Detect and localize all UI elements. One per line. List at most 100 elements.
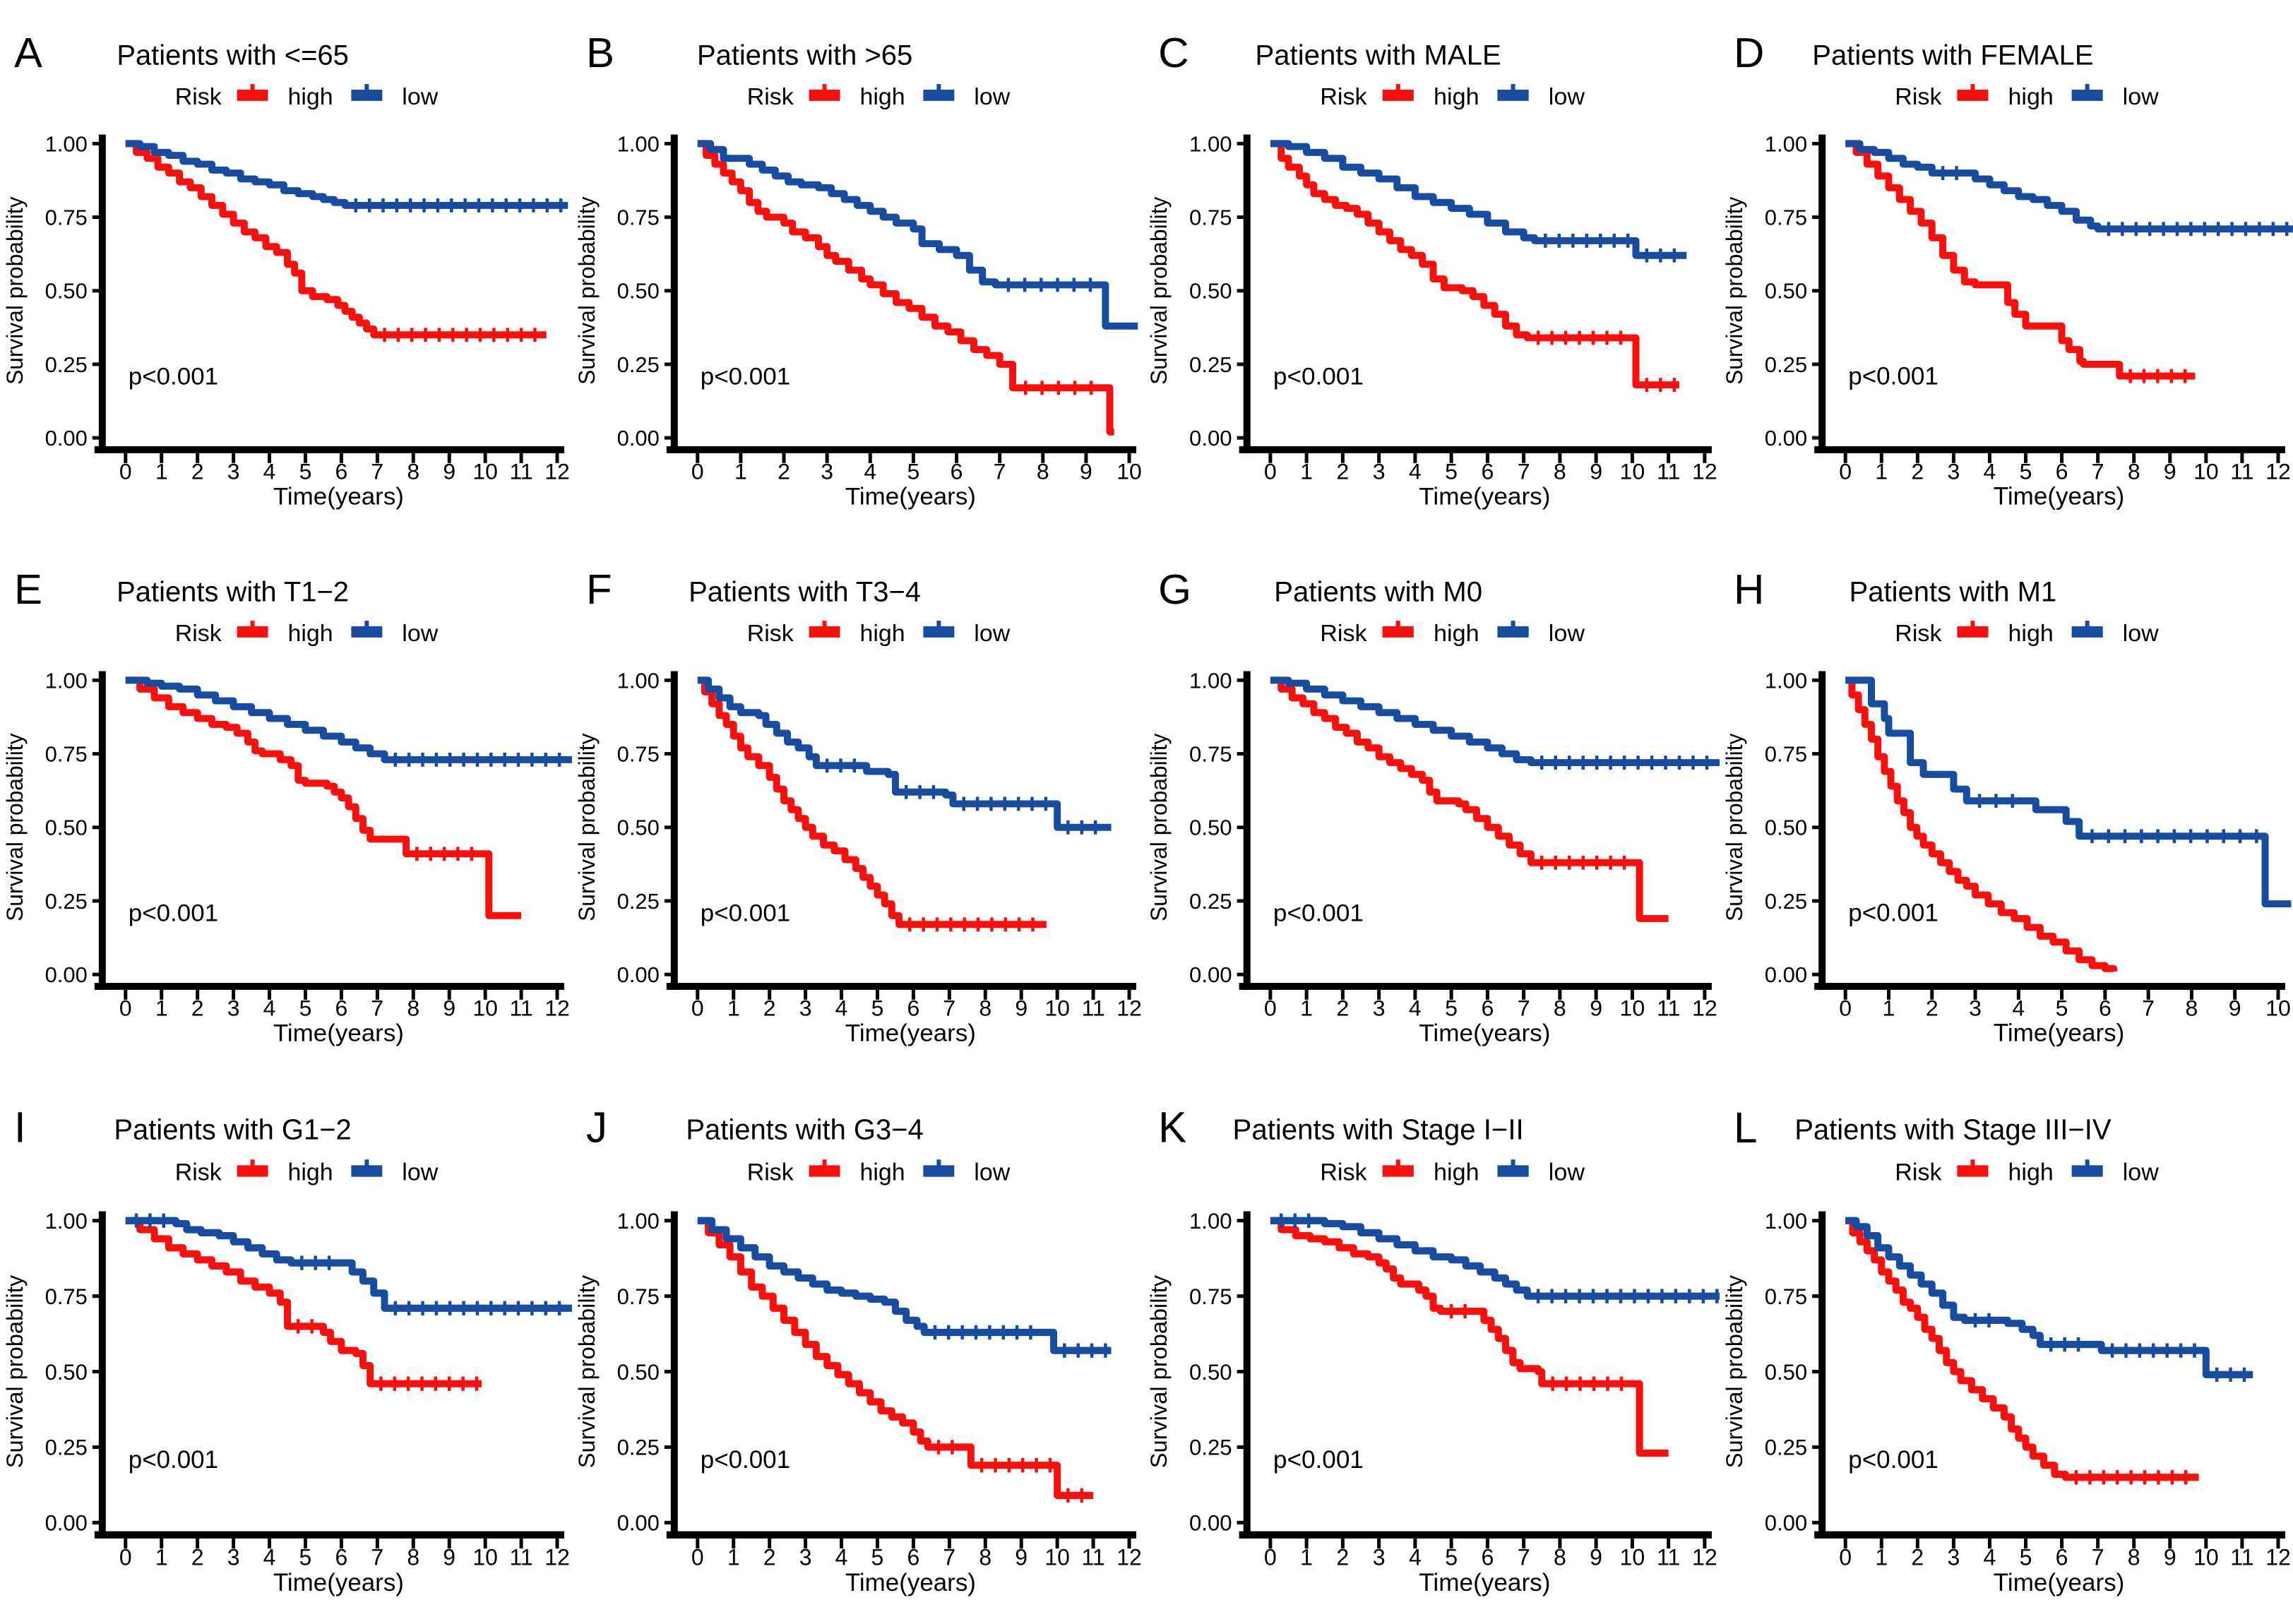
x-tick-label: 3 — [1969, 996, 1982, 1021]
panel-letter: I — [14, 1103, 26, 1152]
x-tick-label: 10 — [1044, 1544, 1070, 1570]
y-tick-label: 1.00 — [45, 1209, 88, 1234]
km-curve-high — [1845, 676, 2118, 972]
legend-label-high: high — [1434, 83, 1479, 110]
km-panel-H: H Patients with M1 Risk high low Survival pro… — [1720, 537, 2293, 1073]
x-tick-label: 10 — [2193, 459, 2219, 484]
km-curve-high — [125, 676, 522, 919]
y-axis-title: Survival probability — [1722, 197, 1747, 385]
y-tick-label: 0.25 — [45, 352, 88, 377]
x-tick-label: 4 — [835, 996, 848, 1021]
x-tick-label: 7 — [2092, 1544, 2104, 1570]
legend-marker-high-icon — [1382, 89, 1414, 101]
p-value-label: p<0.001 — [1273, 363, 1364, 390]
x-tick-label: 8 — [979, 1544, 991, 1570]
x-tick-label: 9 — [1590, 459, 1602, 484]
x-axis-title: Time(years) — [1994, 483, 2125, 511]
panel-title: Patients with G1−2 — [114, 1113, 351, 1145]
y-tick-label: 0.75 — [1189, 1284, 1232, 1309]
legend-marker-high-tick-icon — [250, 621, 255, 628]
x-tick-label: 4 — [864, 459, 876, 484]
legend-marker-low-icon — [2071, 1165, 2103, 1177]
x-tick-label: 12 — [2265, 1544, 2291, 1570]
x-tick-label: 10 — [2193, 1544, 2219, 1570]
y-tick-label: 0.25 — [1765, 889, 1807, 914]
x-tick-label: 11 — [510, 459, 533, 484]
legend-marker-high-icon — [809, 89, 840, 101]
legend-label-low: low — [2123, 620, 2160, 647]
km-chart-J: J Patients with G3−4 Risk high low Survival p… — [574, 1103, 1142, 1596]
x-tick-label: 11 — [1082, 1544, 1105, 1570]
y-axis-title: Survival probability — [2, 733, 28, 921]
x-tick-label: 0 — [691, 459, 704, 484]
x-tick-label: 1 — [155, 996, 168, 1021]
p-value-label: p<0.001 — [1848, 1446, 1938, 1474]
km-panel-C: C Patients with MALE Risk high low Survival p… — [1144, 0, 1720, 537]
y-tick-label: 0.50 — [617, 279, 660, 304]
legend-marker-low-tick-icon — [936, 84, 941, 91]
km-curve-low — [697, 676, 1112, 831]
p-value-label: p<0.001 — [1848, 363, 1938, 390]
km-chart-E: E Patients with T1−2 Risk high low Survival p… — [2, 566, 572, 1046]
y-tick-label: 1.00 — [617, 1209, 660, 1234]
x-tick-label: 8 — [1554, 1544, 1566, 1570]
y-tick-label: 1.00 — [45, 668, 88, 693]
y-tick-label: 0.25 — [1189, 889, 1232, 914]
x-tick-label: 4 — [263, 459, 276, 484]
legend-marker-high-tick-icon — [1970, 84, 1975, 91]
km-chart-I: I Patients with G1−2 Risk high low Survival p… — [2, 1103, 572, 1596]
legend-label-low: low — [1549, 1159, 1585, 1186]
x-tick-label: 5 — [2020, 1544, 2032, 1570]
x-tick-label: 4 — [263, 1544, 276, 1570]
x-tick-label: 10 — [1044, 996, 1070, 1021]
km-panel-K: K Patients with Stage I−II Risk high low Surv… — [1144, 1073, 1720, 1624]
y-tick-label: 0.50 — [1765, 279, 1807, 304]
x-axis-title: Time(years) — [273, 482, 404, 510]
x-tick-label: 8 — [1554, 459, 1566, 484]
x-tick-label: 6 — [335, 996, 348, 1021]
y-tick-label: 0.75 — [1765, 205, 1807, 230]
panel-title: Patients with Stage III−IV — [1794, 1113, 2111, 1145]
y-tick-label: 0.25 — [617, 1435, 660, 1459]
x-tick-label: 12 — [544, 1544, 570, 1570]
km-curve-high — [1270, 676, 1669, 922]
x-tick-label: 5 — [299, 459, 312, 484]
legend-label-high: high — [2008, 1159, 2054, 1186]
y-tick-label: 0.50 — [1189, 1360, 1232, 1385]
x-tick-label: 5 — [1445, 459, 1458, 484]
y-axis-title: Survival probability — [1722, 734, 1747, 921]
x-tick-label: 1 — [1875, 1544, 1888, 1570]
panel-title: Patients with G3−4 — [686, 1113, 923, 1145]
x-tick-label: 1 — [1875, 459, 1888, 484]
x-tick-label: 12 — [1116, 1544, 1142, 1570]
x-tick-label: 1 — [727, 1544, 740, 1570]
x-tick-label: 3 — [821, 459, 833, 484]
x-tick-label: 2 — [1336, 459, 1349, 484]
x-tick-label: 7 — [371, 996, 383, 1021]
x-tick-label: 10 — [2265, 996, 2291, 1021]
km-curve-high — [125, 1217, 482, 1387]
legend-marker-low-tick-icon — [1511, 84, 1515, 91]
y-tick-label: 0.00 — [1765, 426, 1807, 450]
km-curve-high — [697, 140, 1114, 436]
x-tick-label: 6 — [907, 996, 920, 1021]
legend-marker-low-icon — [923, 1165, 955, 1177]
y-tick-label: 0.00 — [45, 426, 88, 450]
legend-label-high: high — [287, 1159, 333, 1186]
x-tick-label: 7 — [943, 1544, 955, 1570]
x-tick-label: 3 — [227, 459, 240, 484]
y-tick-label: 1.00 — [1189, 668, 1232, 693]
x-tick-label: 6 — [2099, 996, 2112, 1021]
x-tick-label: 10 — [472, 459, 498, 484]
legend-label-low: low — [1549, 620, 1585, 647]
y-tick-label: 0.75 — [617, 742, 660, 767]
legend-marker-high-icon — [809, 626, 840, 638]
legend-marker-low-icon — [351, 89, 383, 101]
p-value-label: p<0.001 — [701, 363, 790, 390]
y-tick-label: 0.00 — [617, 962, 660, 987]
km-curve-high — [125, 140, 547, 339]
km-chart-F: F Patients with T3−4 Risk high low Survival p… — [574, 566, 1142, 1046]
x-tick-label: 0 — [1264, 459, 1277, 484]
y-tick-label: 0.50 — [617, 1360, 660, 1385]
legend-marker-low-tick-icon — [2085, 84, 2090, 91]
